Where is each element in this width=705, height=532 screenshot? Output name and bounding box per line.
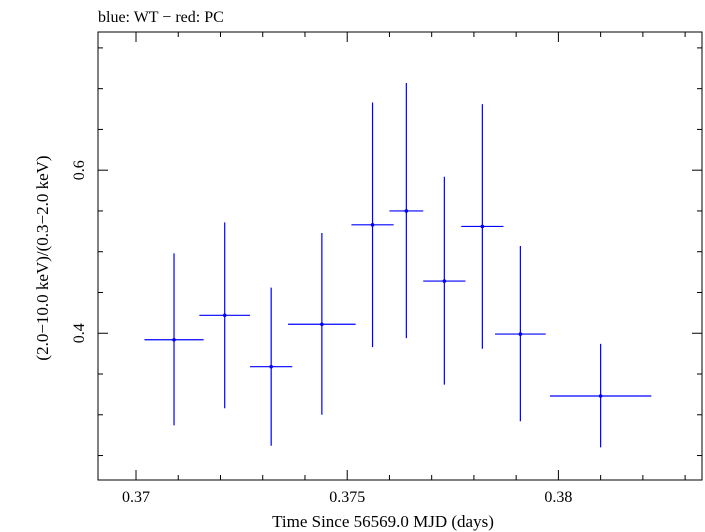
point-marker — [480, 224, 485, 229]
x-tick-label: 0.375 — [329, 489, 365, 506]
data-point — [199, 222, 251, 409]
data-point — [288, 232, 356, 415]
data-series — [144, 82, 652, 448]
point-marker — [518, 332, 523, 336]
chart-title: blue: WT − red: PC — [98, 9, 224, 26]
data-point — [389, 82, 424, 339]
data-point — [495, 246, 546, 422]
point-marker — [222, 313, 227, 318]
x-tick-label: 0.38 — [544, 489, 572, 506]
point-marker — [320, 322, 324, 327]
data-point — [144, 253, 204, 426]
y-tick-label: 0.4 — [71, 323, 88, 343]
point-marker — [370, 223, 375, 227]
point-marker — [269, 364, 273, 369]
y-tick-label: 0.6 — [71, 160, 88, 180]
point-marker — [598, 394, 603, 398]
data-point — [461, 104, 504, 349]
point-marker — [404, 209, 409, 213]
x-axis: 0.37 0.375 0.38 — [122, 32, 686, 506]
data-point — [351, 102, 394, 348]
x-axis-label: Time Since 56569.0 MJD (days) — [272, 512, 494, 531]
x-tick-label: 0.37 — [122, 489, 150, 506]
y-axis-label: (2.0−10.0 keV)/(0.3−2.0 keV) — [33, 155, 52, 360]
data-point — [423, 176, 466, 385]
y-axis: 0.4 0.6 — [71, 47, 702, 457]
plot-frame — [97, 31, 703, 481]
point-marker — [172, 337, 176, 342]
data-point — [250, 287, 293, 446]
plot-border — [97, 31, 703, 481]
point-marker — [442, 279, 447, 283]
data-point — [549, 343, 652, 448]
